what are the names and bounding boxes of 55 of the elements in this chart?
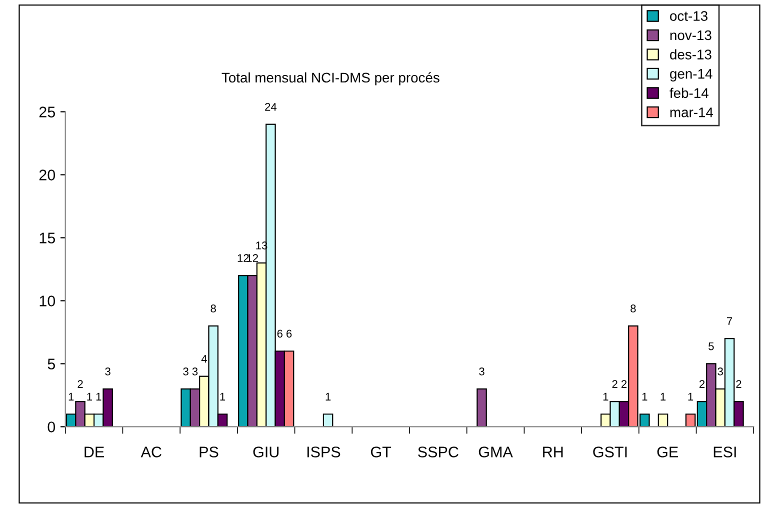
data-label: 5	[708, 342, 714, 350]
bar	[322, 414, 334, 427]
data-label: 3	[479, 368, 484, 376]
x-tick-label: ESI	[714, 446, 736, 458]
legend-label: nov-13	[670, 30, 712, 40]
chart-title: Total mensual NCI-DMS per procés	[222, 72, 440, 86]
y-tick-label: 25	[39, 106, 56, 118]
data-label: 6	[277, 330, 282, 338]
x-tick-label: RH	[543, 446, 563, 458]
data-label: 1	[603, 392, 608, 400]
y-tick-label: 5	[48, 358, 56, 370]
data-label: 2	[78, 380, 83, 388]
data-label: 3	[183, 368, 188, 376]
x-tick-label: GT	[370, 446, 392, 458]
legend-label: feb-14	[670, 88, 708, 98]
x-tick-label: AC	[140, 446, 162, 458]
data-label: 1	[326, 392, 331, 400]
data-label: 1	[688, 392, 694, 400]
data-label: 2	[621, 380, 627, 388]
legend-label: oct-13	[670, 11, 708, 21]
data-label: 1	[87, 392, 92, 400]
data-label: 6	[286, 330, 292, 338]
data-label: 3	[192, 368, 198, 376]
legend-label: mar-14	[670, 108, 714, 118]
x-tick-label: ISPS	[307, 446, 340, 458]
x-tick-label: SSPC	[418, 446, 458, 458]
data-label: 1	[220, 392, 226, 400]
data-label: 1	[96, 392, 102, 400]
legend-label: gen-14	[670, 69, 712, 82]
x-tick-label: PS	[200, 446, 218, 458]
data-label: 2	[699, 380, 705, 388]
data-label: 3	[105, 368, 110, 376]
x-tick-label: GE	[657, 446, 678, 458]
y-tick-label: 15	[40, 232, 56, 244]
data-label: 24	[265, 102, 277, 111]
y-tick-label: 0	[48, 422, 56, 432]
data-label: 1	[660, 392, 666, 400]
x-tick-label: DE	[84, 446, 104, 458]
data-label: 1	[68, 392, 74, 400]
data-label: 1	[642, 392, 648, 400]
legend-label: des-13	[670, 49, 712, 60]
data-label: 4	[201, 355, 207, 363]
data-label: 3	[718, 368, 723, 376]
data-label: 2	[612, 380, 618, 388]
bar	[658, 414, 668, 427]
x-tick-label: GMA	[478, 446, 513, 458]
y-tick-label: 10	[40, 296, 56, 306]
x-tick-label: GIU	[253, 446, 279, 458]
data-label: 8	[210, 304, 216, 312]
bar	[476, 388, 487, 427]
x-tick-label: GSTI	[593, 446, 627, 458]
data-label: 2	[736, 380, 742, 388]
data-label: 7	[727, 317, 732, 325]
y-tick-label: 20	[39, 170, 56, 180]
data-label: 8	[630, 304, 636, 312]
